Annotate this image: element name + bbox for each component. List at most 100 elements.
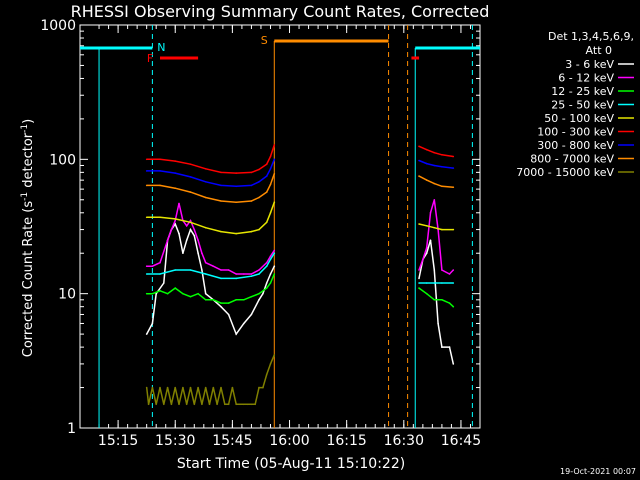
- data-point-12-25keV: [452, 305, 455, 308]
- data-point-7000-15000keV: [193, 403, 196, 406]
- data-point-12-25keV: [273, 273, 276, 275]
- data-point-800-7000keV: [250, 200, 253, 202]
- timestamp: 19-Oct-2021 00:07: [560, 467, 636, 476]
- data-point-3-6keV: [243, 322, 245, 325]
- data-point-7000-15000keV: [208, 403, 211, 406]
- data-point-100-300keV: [220, 171, 222, 174]
- data-point-800-7000keV: [452, 186, 455, 188]
- data-point-7000-15000keV: [163, 403, 165, 406]
- data-point-100-300keV: [441, 154, 443, 156]
- data-point-3-6keV: [220, 305, 222, 308]
- data-point-100-300keV: [159, 158, 161, 161]
- data-point-3-6keV: [258, 299, 260, 301]
- data-point-3-6keV: [182, 252, 184, 254]
- series-lines: [145, 144, 455, 406]
- y-tick-label: 10: [58, 287, 76, 303]
- data-point-6-12keV: [433, 199, 436, 201]
- data-point-800-7000keV: [425, 179, 428, 181]
- y-tick-label: 1000: [40, 18, 76, 34]
- data-point-800-7000keV: [418, 175, 420, 177]
- data-point-300-800keV: [265, 175, 268, 177]
- legend-entry-label: 6 - 12 keV: [558, 72, 614, 85]
- data-point-12-25keV: [250, 295, 253, 298]
- data-point-300-800keV: [441, 166, 443, 168]
- data-point-7000-15000keV: [246, 403, 249, 406]
- data-point-7000-15000keV: [204, 386, 207, 389]
- data-point-3-6keV: [201, 269, 203, 271]
- x-axis-label: Start Time (05-Aug-11 15:10:22): [177, 456, 405, 472]
- data-point-12-25keV: [159, 290, 161, 292]
- data-point-50-100keV: [441, 228, 443, 231]
- series-line-12-25keV-seg2: [418, 287, 454, 308]
- data-point-25-50keV: [269, 258, 272, 261]
- data-point-12-25keV: [182, 292, 184, 295]
- data-point-12-25keV: [197, 292, 199, 295]
- data-point-100-300keV: [235, 172, 237, 174]
- x-tick-label: 16:45: [441, 433, 481, 449]
- legend-entry-label: 100 - 300 keV: [537, 126, 614, 139]
- data-point-6-12keV: [452, 269, 455, 271]
- data-point-7000-15000keV: [182, 386, 184, 389]
- data-point-7000-15000keV: [273, 354, 276, 356]
- data-point-6-12keV: [197, 239, 199, 241]
- data-point-50-100keV: [433, 226, 436, 229]
- data-point-50-100keV: [204, 226, 207, 229]
- data-point-800-7000keV: [433, 182, 436, 185]
- data-point-7000-15000keV: [258, 386, 260, 389]
- data-point-800-7000keV: [159, 184, 161, 187]
- x-tick-label: 15:45: [212, 433, 252, 449]
- data-point-7000-15000keV: [216, 403, 218, 406]
- data-point-6-12keV: [273, 249, 276, 252]
- data-point-6-12keV: [250, 273, 253, 275]
- data-point-12-25keV: [243, 299, 245, 301]
- data-point-3-6keV: [197, 252, 199, 254]
- data-point-300-800keV: [250, 184, 253, 187]
- series-line-6-12keV-seg2: [418, 199, 454, 275]
- data-point-7000-15000keV: [212, 386, 215, 389]
- data-point-6-12keV: [429, 212, 432, 214]
- data-point-25-50keV: [273, 252, 276, 254]
- data-point-300-800keV: [452, 167, 455, 169]
- data-point-100-300keV: [189, 163, 192, 165]
- observing-flags: NF S: [80, 25, 480, 428]
- x-tick-label: 16:15: [326, 433, 366, 449]
- legend-header-line1: Det 1,3,4,5,6,9,: [548, 30, 634, 43]
- data-point-800-7000keV: [204, 196, 207, 199]
- data-point-800-7000keV: [220, 200, 222, 202]
- data-point-50-100keV: [269, 212, 272, 214]
- data-point-100-300keV: [204, 168, 207, 170]
- data-point-7000-15000keV: [254, 403, 256, 406]
- y-tick-label: 100: [49, 152, 76, 168]
- data-point-6-12keV: [170, 228, 173, 231]
- data-point-12-25keV: [227, 302, 230, 304]
- data-point-12-25keV: [166, 292, 169, 295]
- axis-ticks: 15:15 15:30 15:45 16:00 16:15 16:30 16:45 1 10 10…: [40, 18, 481, 449]
- data-point-6-12keV: [185, 225, 188, 227]
- data-point-25-50keV: [265, 265, 268, 268]
- data-point-25-50keV: [159, 273, 161, 275]
- series-line-3-6keV-seg1: [146, 222, 275, 336]
- data-point-25-50keV: [204, 273, 207, 275]
- data-point-12-25keV: [448, 302, 451, 304]
- data-point-12-25keV: [235, 299, 237, 301]
- data-point-7000-15000keV: [178, 403, 180, 406]
- data-point-12-25keV: [258, 292, 260, 295]
- data-point-300-800keV: [418, 159, 420, 162]
- series-line-7000-15000keV-seg1: [145, 354, 275, 406]
- data-point-7000-15000keV: [166, 386, 169, 389]
- saa-flag-label: S: [261, 34, 268, 47]
- data-point-12-25keV: [212, 299, 215, 301]
- data-point-25-50keV: [174, 269, 176, 271]
- data-point-12-25keV: [441, 299, 443, 301]
- data-point-800-7000keV: [145, 184, 148, 187]
- flare-flag-label: F: [147, 52, 153, 65]
- data-point-6-12keV: [235, 273, 237, 275]
- series-line-12-25keV-seg1: [146, 273, 275, 304]
- x-tick-label: 15:30: [155, 433, 195, 449]
- data-point-3-6keV: [265, 282, 268, 284]
- data-point-6-12keV: [227, 269, 230, 271]
- data-point-300-800keV: [174, 172, 176, 174]
- data-point-100-300keV: [418, 145, 420, 148]
- data-point-300-800keV: [425, 162, 428, 165]
- data-point-3-6keV: [235, 333, 237, 335]
